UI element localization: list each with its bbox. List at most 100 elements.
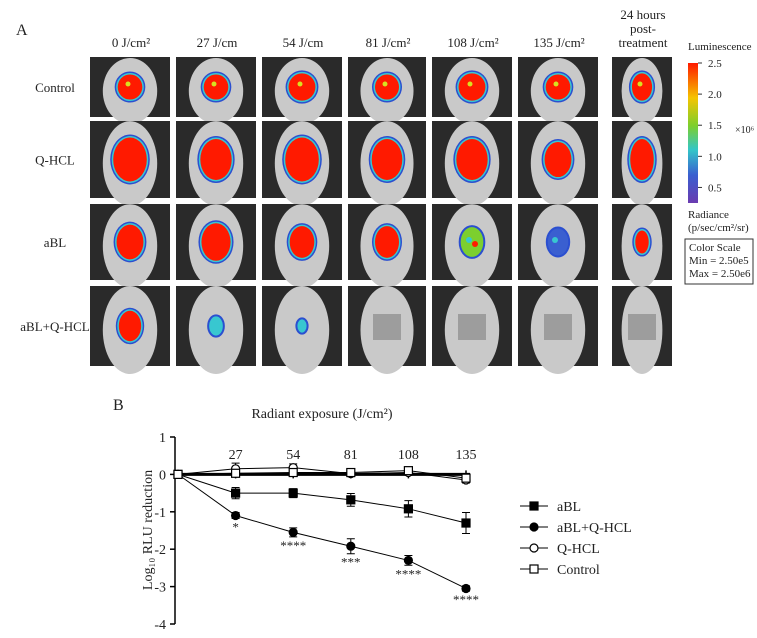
signal xyxy=(544,141,572,178)
signal xyxy=(203,74,229,100)
colorbar-unit: Radiance xyxy=(688,209,729,221)
signal xyxy=(118,310,142,342)
scale-box xyxy=(684,238,754,285)
column-header: 81 J/cm² xyxy=(366,35,411,50)
row-label: Q-HCL xyxy=(35,153,75,168)
x-tick-label: 108 xyxy=(398,448,419,463)
y-tick-label: -2 xyxy=(154,543,166,558)
signal xyxy=(635,230,649,254)
signal xyxy=(285,137,319,182)
y-tick-label: -4 xyxy=(154,618,166,633)
signal xyxy=(200,139,232,180)
legend-label: Q-HCL xyxy=(557,542,600,557)
y-tick-label: 0 xyxy=(159,468,166,483)
x-tick-label: 135 xyxy=(456,448,477,463)
treated-area xyxy=(544,314,572,340)
column-header: 24 hours xyxy=(620,7,665,22)
scale-box-line: Min = 2.50e5 xyxy=(689,255,749,267)
signal xyxy=(289,226,315,258)
x-tick-label: 54 xyxy=(286,448,300,463)
signal-spot xyxy=(552,237,558,243)
row-label: Control xyxy=(35,80,75,95)
data-point xyxy=(461,473,471,483)
significance-label: *** xyxy=(341,555,361,570)
significance-label: **** xyxy=(280,538,306,553)
signal xyxy=(207,314,225,338)
column-header: 0 J/cm² xyxy=(112,35,150,50)
colorbar-tick-label: 1.5 xyxy=(708,120,722,132)
signal-hotspot xyxy=(382,81,388,87)
signal-outline xyxy=(458,225,486,259)
signal-hotspot xyxy=(125,81,131,87)
y-tick-label: 1 xyxy=(159,431,166,446)
significance-label: **** xyxy=(453,592,479,607)
signal-outline xyxy=(545,226,571,258)
signal xyxy=(630,139,654,180)
series-line xyxy=(177,473,467,589)
signal-spot xyxy=(466,237,472,243)
signal xyxy=(456,139,488,180)
panel-label: B xyxy=(113,397,124,414)
data-point xyxy=(346,541,356,551)
data-point xyxy=(288,488,298,498)
treated-area xyxy=(458,314,486,340)
colorbar-multiplier: ×10⁶ xyxy=(735,125,755,136)
x-tick-label: 81 xyxy=(344,448,358,463)
signal xyxy=(631,73,653,101)
column-header: post- xyxy=(630,21,656,36)
colorbar-tick-label: 0.5 xyxy=(708,182,722,194)
signal xyxy=(113,137,147,182)
colorbar-tick-label: 2.0 xyxy=(708,89,722,101)
series-line xyxy=(177,473,467,524)
data-point xyxy=(403,555,413,566)
treated-area xyxy=(373,314,401,340)
legend-marker xyxy=(529,522,539,532)
legend-marker xyxy=(529,501,539,511)
signal xyxy=(116,224,144,260)
signal-spot xyxy=(472,241,478,247)
column-header: 108 J/cm² xyxy=(447,35,498,50)
signal xyxy=(295,317,309,335)
data-point xyxy=(231,488,241,498)
series-line xyxy=(177,470,467,479)
signal-hotspot xyxy=(553,81,559,87)
data-point xyxy=(403,466,413,476)
significance-label: **** xyxy=(395,566,421,581)
signal xyxy=(371,139,403,180)
colorbar-tick-label: 1.0 xyxy=(708,151,722,163)
row-label: aBL+Q-HCL xyxy=(20,319,89,334)
data-point xyxy=(346,495,356,505)
legend-label: aBL+Q-HCL xyxy=(557,521,632,536)
legend-label: aBL xyxy=(557,500,581,515)
column-header: 54 J/cm xyxy=(283,35,324,50)
data-point xyxy=(173,469,183,479)
signal xyxy=(201,223,231,261)
column-header: 27 J/cm xyxy=(197,35,238,50)
data-point xyxy=(403,504,413,514)
treated-area xyxy=(628,314,656,340)
signal xyxy=(545,74,571,100)
signal-hotspot xyxy=(211,81,217,87)
scale-box-line: Color Scale xyxy=(689,242,741,254)
scale-box-line: Max = 2.50e6 xyxy=(689,268,751,280)
signal-hotspot xyxy=(467,81,473,87)
data-point xyxy=(461,583,471,594)
y-tick-label: -1 xyxy=(154,506,166,521)
y-axis-label: Log₁₀ RLU reduction xyxy=(141,470,156,590)
colorbar-title: Luminescence xyxy=(688,41,752,53)
signal xyxy=(458,73,486,101)
signal-hotspot xyxy=(297,81,303,87)
data-point xyxy=(346,467,356,478)
chart-title: Radiant exposure (J/cm²) xyxy=(251,407,392,422)
data-point xyxy=(288,467,298,478)
legend-marker xyxy=(529,543,539,553)
column-header: 135 J/cm² xyxy=(533,35,584,50)
signal xyxy=(374,226,400,258)
data-point xyxy=(461,518,471,528)
column-header: treatment xyxy=(618,35,667,50)
panel-label: A xyxy=(16,22,28,39)
row-label: aBL xyxy=(44,235,66,250)
legend-marker xyxy=(529,564,539,574)
signal xyxy=(288,73,316,101)
